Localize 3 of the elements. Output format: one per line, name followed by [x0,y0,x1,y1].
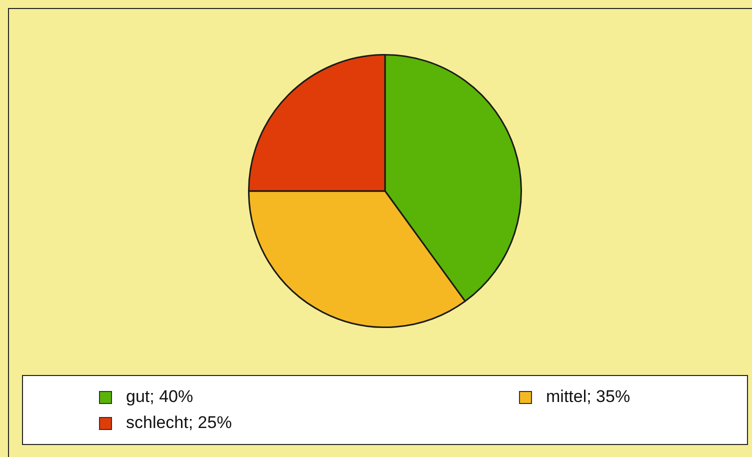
legend-label: schlecht; 25% [126,413,232,433]
legend-label: gut; 40% [126,387,194,407]
legend-label: mittel; 35% [546,387,630,407]
